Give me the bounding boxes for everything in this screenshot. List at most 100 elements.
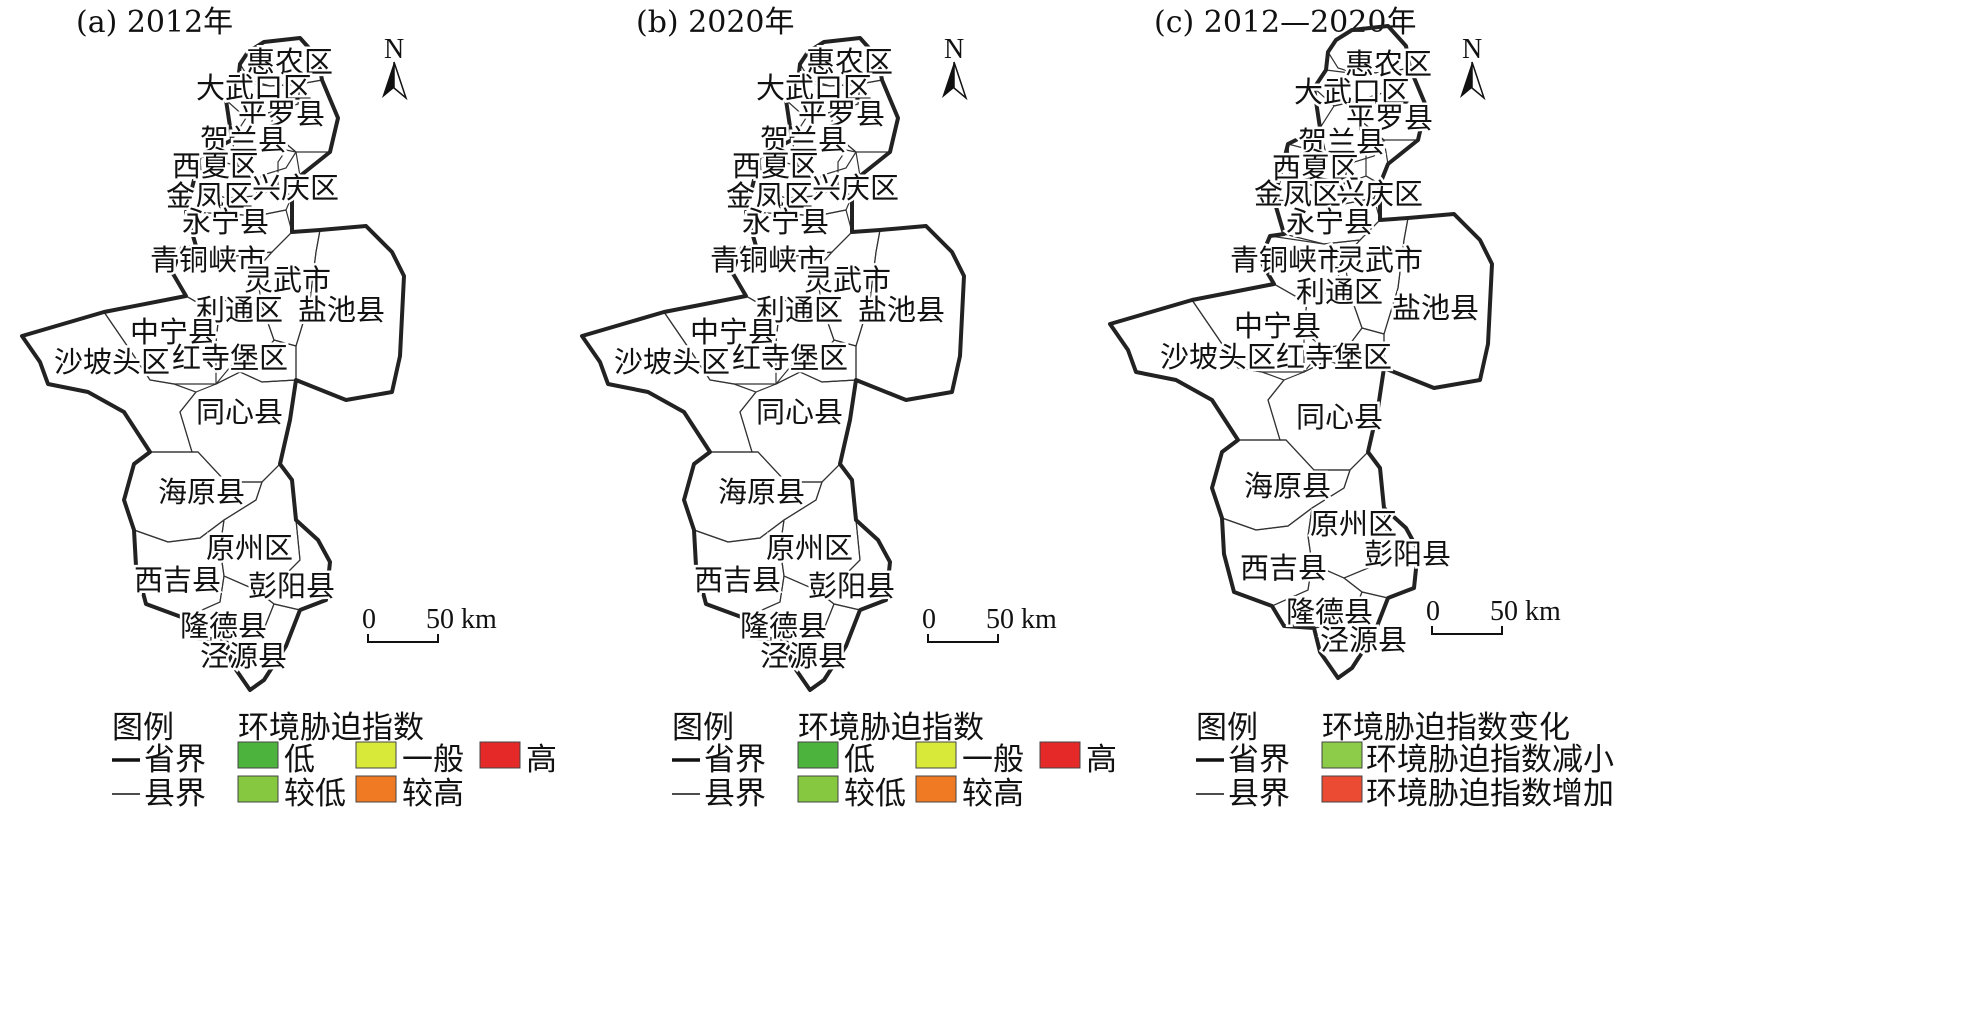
scale-zero: 0: [922, 604, 936, 635]
legend-swatch: [237, 775, 279, 803]
county-label: 灵武市: [804, 263, 891, 297]
county-helan: [231, 111, 297, 177]
panel-title: (b) 2020年: [636, 5, 795, 40]
map-panel-1: (a) 2012年惠农区大武口区平罗县贺兰县西夏区兴庆区金凤区永宁县青铜峡市灵武…: [20, 5, 557, 812]
legend-swatch: [479, 741, 521, 769]
legend-line-label: 省界: [1228, 742, 1290, 778]
legend-class-label: 环境胁迫指数减小: [1366, 742, 1614, 778]
county-label: 灵武市: [244, 263, 331, 297]
county-label: 大武口区: [756, 71, 872, 105]
county-label: 沙坡头区: [54, 345, 170, 379]
scale-bar: 0 50 km: [362, 604, 497, 643]
legend-class-label: 高: [1086, 742, 1117, 778]
county-label: 惠农区: [246, 45, 333, 79]
county-label: 同心县: [756, 395, 843, 429]
county-label: 贺兰县: [200, 123, 287, 157]
county-label: 利通区: [1296, 275, 1383, 309]
legend-class-label: 一般: [962, 742, 1024, 778]
scale-zero: 0: [1426, 596, 1440, 627]
county-label: 金凤区: [726, 179, 813, 213]
legend-line-label: 省界: [704, 742, 766, 778]
county-label: 泾源县: [200, 639, 287, 673]
county-label: 贺兰县: [760, 123, 847, 157]
scale-bar: 0 50 km: [922, 604, 1057, 643]
legend-subheading: 环境胁迫指数: [798, 710, 984, 746]
legend-swatch: [237, 741, 279, 769]
north-arrow-icon: N: [382, 34, 408, 101]
north-label: N: [944, 34, 964, 65]
county-label: 青铜峡市: [710, 243, 826, 277]
county-label: 中宁县: [1234, 309, 1321, 343]
legend-swatch: [1039, 741, 1081, 769]
county-label: 沙坡头区: [614, 345, 730, 379]
legend-swatch: [797, 741, 839, 769]
county-label: 西夏区: [732, 149, 819, 183]
county-label: 永宁县: [1286, 205, 1373, 239]
county-label: 海原县: [158, 475, 245, 509]
county-label: 西吉县: [694, 563, 781, 597]
county-regions: [20, 36, 406, 692]
county-label: 贺兰县: [1298, 125, 1385, 159]
legend-subheading: 环境胁迫指数变化: [1322, 710, 1570, 746]
legend-swatch: [915, 741, 957, 769]
county-label: 永宁县: [182, 205, 269, 239]
province-boundary: [580, 36, 966, 692]
county-label: 青铜峡市: [1230, 243, 1346, 277]
county-label: 利通区: [756, 293, 843, 327]
county-label: 盐池县: [298, 293, 385, 327]
county-label: 海原县: [718, 475, 805, 509]
map-panel-2: (b) 2020年惠农区大武口区平罗县贺兰县西夏区兴庆区金凤区永宁县青铜峡市灵武…: [580, 5, 1117, 812]
legend-swatch: [355, 775, 397, 803]
legend-swatch: [1321, 775, 1363, 803]
county-label: 青铜峡市: [150, 243, 266, 277]
county-helan: [1319, 99, 1385, 165]
legend-class-label: 低: [284, 742, 315, 778]
panel-title: (c) 2012—2020年: [1154, 5, 1416, 40]
legend-class-label: 较低: [284, 776, 346, 812]
legend-line-label: 县界: [144, 776, 206, 812]
legend-line-label: 县界: [1228, 776, 1290, 812]
legend-class-label: 环境胁迫指数增加: [1366, 776, 1614, 812]
county-label: 红寺堡区: [172, 341, 288, 375]
county-label: 平罗县: [238, 97, 325, 131]
legend-swatch: [797, 775, 839, 803]
scale-distance: 50 km: [986, 604, 1057, 635]
province-boundary: [1108, 24, 1494, 680]
county-label: 原州区: [1310, 507, 1397, 541]
county-label: 隆德县: [740, 609, 827, 643]
county-label: 同心县: [196, 395, 283, 429]
scale-bar: 0 50 km: [1426, 596, 1561, 635]
county-label: 海原县: [1244, 469, 1331, 503]
county-label: 大武口区: [196, 71, 312, 105]
county-label: 彭阳县: [808, 569, 895, 603]
county-label: 平罗县: [798, 97, 885, 131]
county-label: 红寺堡区: [732, 341, 848, 375]
north-arrow-icon: N: [942, 34, 968, 101]
legend-class-label: 一般: [402, 742, 464, 778]
legend-class-label: 较低: [844, 776, 906, 812]
county-label: 原州区: [766, 531, 853, 565]
county-label: 彭阳县: [248, 569, 335, 603]
county-label: 永宁县: [742, 205, 829, 239]
county-label: 大武口区: [1294, 75, 1410, 109]
legend-class-label: 低: [844, 742, 875, 778]
legend-swatch: [915, 775, 957, 803]
county-label: 西夏区: [1272, 151, 1359, 185]
county-label: 利通区: [196, 293, 283, 327]
province-boundary: [20, 36, 406, 692]
county-regions: [1108, 24, 1494, 680]
county-label: 盐池县: [858, 293, 945, 327]
county-label: 西吉县: [1240, 551, 1327, 585]
legend-subheading: 环境胁迫指数: [238, 710, 424, 746]
legend-heading: 图例: [672, 710, 734, 746]
county-label: 西吉县: [134, 563, 221, 597]
county-label: 盐池县: [1392, 291, 1479, 325]
county-helan: [791, 111, 857, 177]
map-panel-3: (c) 2012—2020年惠农区大武口区平罗县贺兰县西夏区兴庆区金凤区永宁县青…: [1108, 5, 1614, 812]
